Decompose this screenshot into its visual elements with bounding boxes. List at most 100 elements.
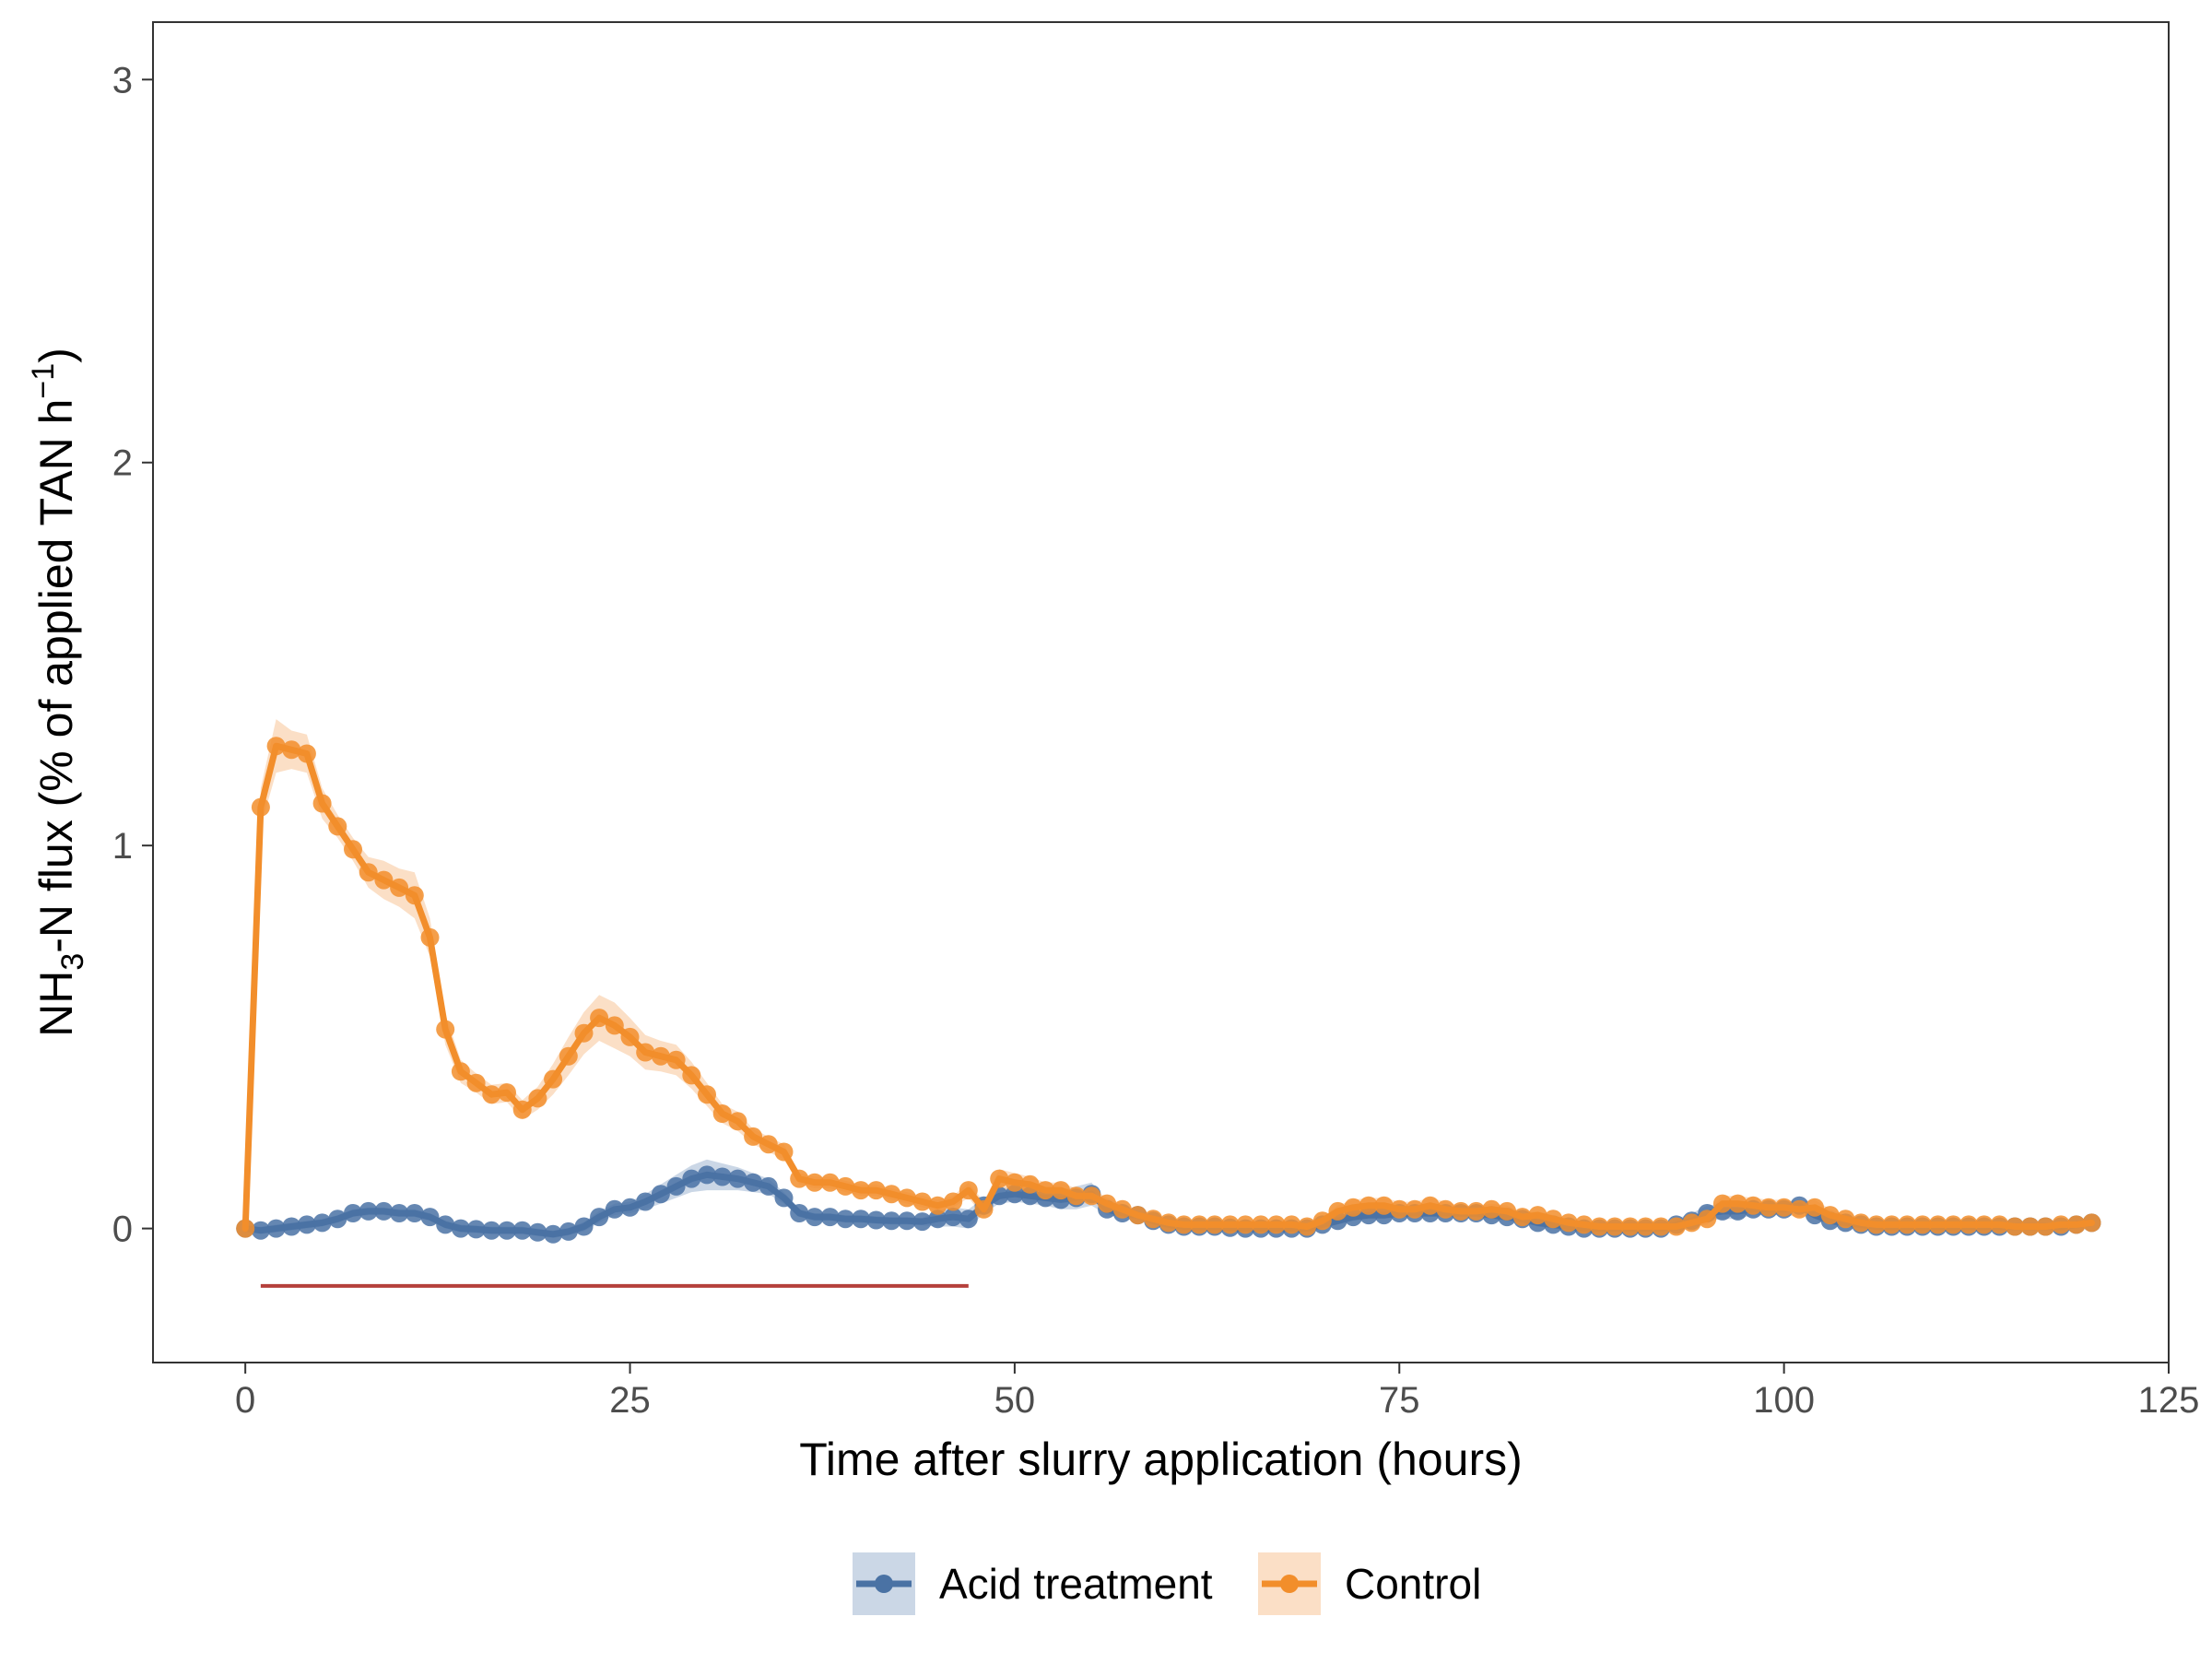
legend-key-point-1 [1280, 1575, 1299, 1593]
legend: Acid treatment Control [853, 1552, 1481, 1615]
point-series-1 [682, 1066, 701, 1085]
point-series-1 [805, 1173, 824, 1192]
point-series-1 [1298, 1217, 1317, 1236]
point-series-1 [390, 878, 409, 897]
point-series-1 [1482, 1199, 1501, 1219]
point-series-1 [1390, 1199, 1409, 1219]
point-series-1 [912, 1192, 932, 1211]
point-series-1 [1312, 1211, 1332, 1231]
point-series-1 [944, 1192, 963, 1211]
point-series-1 [1912, 1215, 1932, 1234]
point-series-0 [651, 1185, 670, 1204]
point-series-1 [1190, 1215, 1209, 1234]
point-series-1 [1406, 1199, 1424, 1219]
point-series-1 [1174, 1215, 1194, 1234]
point-series-1 [559, 1046, 578, 1066]
point-series-1 [820, 1173, 840, 1192]
point-series-1 [1652, 1217, 1671, 1236]
point-series-0 [820, 1208, 840, 1227]
point-series-1 [590, 1009, 609, 1028]
point-series-1 [1712, 1194, 1732, 1213]
point-series-0 [574, 1217, 594, 1236]
point-series-0 [420, 1208, 440, 1227]
point-series-1 [1466, 1201, 1486, 1221]
point-series-1 [1544, 1210, 1563, 1229]
point-series-0 [374, 1201, 394, 1221]
point-series-0 [912, 1212, 932, 1232]
point-series-1 [1205, 1215, 1224, 1234]
point-series-0 [528, 1222, 547, 1242]
point-series-0 [344, 1204, 362, 1222]
point-series-1 [1036, 1181, 1055, 1200]
point-series-1 [1359, 1196, 1378, 1215]
x-tick-label: 50 [994, 1380, 1036, 1421]
point-series-1 [1020, 1174, 1040, 1194]
y-title-part-close: ) [30, 348, 82, 363]
point-series-0 [944, 1208, 963, 1227]
point-series-1 [1098, 1194, 1117, 1213]
point-series-0 [636, 1192, 655, 1211]
point-series-1 [2066, 1215, 2086, 1234]
point-series-0 [405, 1204, 424, 1222]
point-series-1 [1866, 1215, 1886, 1234]
point-series-1 [1744, 1196, 1763, 1215]
point-series-1 [1452, 1201, 1470, 1221]
point-series-0 [512, 1221, 532, 1240]
x-tick-label: 75 [1379, 1380, 1420, 1421]
point-series-1 [1944, 1215, 1963, 1234]
point-series-1 [790, 1169, 809, 1188]
point-series-0 [498, 1221, 516, 1240]
point-series-1 [1252, 1215, 1270, 1234]
point-series-1 [1266, 1215, 1286, 1234]
point-series-0 [836, 1210, 855, 1229]
point-series-1 [312, 794, 332, 813]
point-series-1 [1928, 1215, 1947, 1234]
point-series-0 [682, 1169, 701, 1188]
point-series-1 [1574, 1215, 1594, 1234]
point-series-0 [605, 1199, 624, 1219]
point-series-1 [2006, 1217, 2025, 1236]
point-series-1 [990, 1169, 1009, 1188]
point-series-1 [2036, 1217, 2055, 1236]
point-series-1 [251, 797, 270, 817]
point-series-1 [1898, 1215, 1917, 1234]
point-series-1 [836, 1176, 855, 1196]
point-series-1 [344, 840, 362, 859]
point-series-0 [898, 1211, 916, 1231]
point-series-0 [666, 1176, 686, 1196]
point-series-1 [482, 1085, 501, 1104]
x-tick-label: 125 [2138, 1380, 2200, 1421]
point-series-1 [2052, 1215, 2071, 1234]
point-series-1 [1159, 1213, 1178, 1233]
x-tick-label: 0 [235, 1380, 255, 1421]
point-series-1 [1698, 1210, 1717, 1229]
point-series-1 [528, 1089, 547, 1108]
point-series-1 [282, 740, 301, 760]
point-series-1 [1220, 1215, 1240, 1234]
point-series-0 [620, 1198, 640, 1217]
point-series-1 [698, 1085, 716, 1104]
point-series-1 [1436, 1199, 1455, 1219]
point-series-1 [498, 1083, 516, 1103]
y-tick-label: 1 [112, 826, 133, 867]
point-series-1 [744, 1127, 763, 1146]
point-series-0 [805, 1208, 824, 1227]
point-series-1 [1790, 1199, 1809, 1219]
point-series-1 [1328, 1201, 1347, 1221]
point-series-0 [590, 1208, 609, 1227]
plot-panel-border [152, 21, 2170, 1363]
point-series-0 [759, 1176, 778, 1196]
y-axis-title: NH3-N flux (% of applied TAN h−1) [26, 348, 90, 1037]
point-series-1 [236, 1219, 255, 1238]
point-series-1 [959, 1181, 978, 1200]
point-series-0 [712, 1167, 732, 1186]
point-series-1 [1728, 1194, 1747, 1213]
point-series-0 [436, 1215, 455, 1234]
point-series-0 [451, 1219, 470, 1238]
point-series-1 [1759, 1198, 1778, 1217]
y-tick-label: 2 [112, 443, 133, 484]
point-series-0 [544, 1224, 563, 1244]
point-series-1 [1959, 1215, 1978, 1234]
